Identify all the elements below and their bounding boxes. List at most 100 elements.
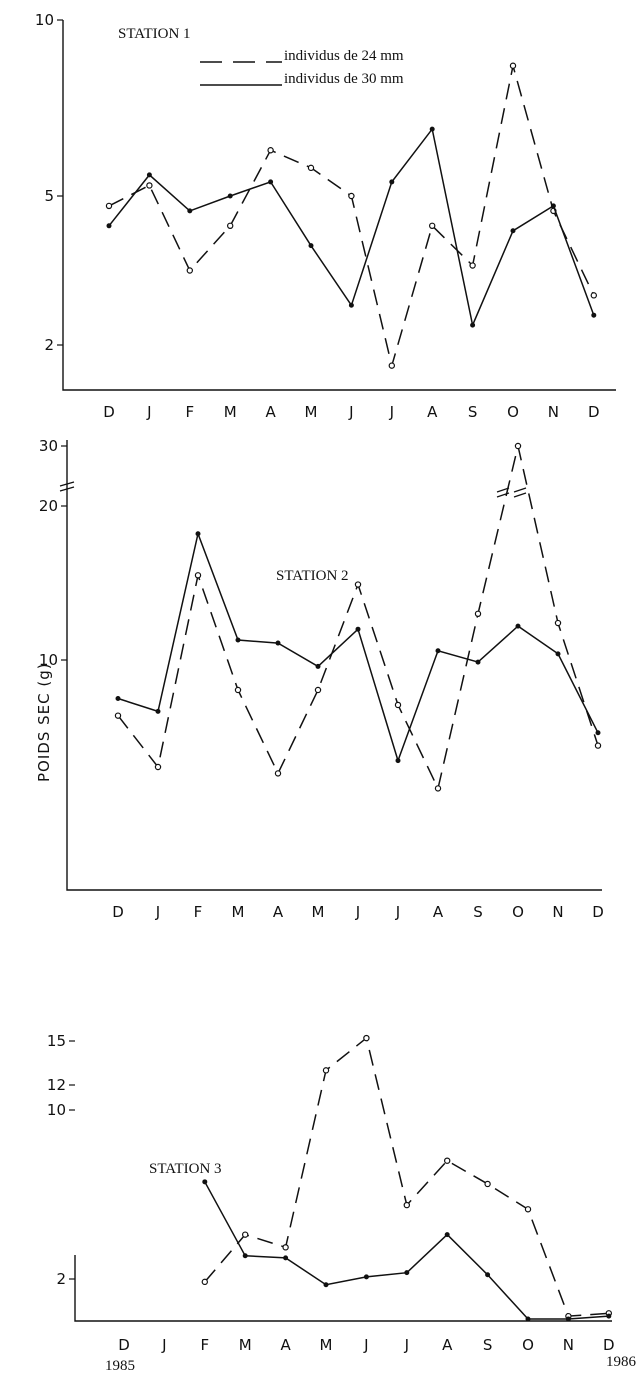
x-tick-label: O <box>507 403 519 421</box>
data-point <box>474 610 482 618</box>
data-point <box>187 208 193 214</box>
data-point <box>404 1270 410 1276</box>
data-point <box>115 696 121 702</box>
data-point <box>106 223 112 229</box>
x-tick-label: D <box>103 403 115 421</box>
axis-break-mark <box>513 492 527 498</box>
data-point <box>515 623 521 629</box>
data-point <box>606 1313 612 1319</box>
y-tick-label: 10 <box>47 1101 66 1119</box>
data-point <box>388 362 395 369</box>
data-point <box>194 572 202 579</box>
data-point <box>235 637 241 643</box>
x-tick-label: M <box>232 903 245 921</box>
data-point <box>155 708 161 714</box>
data-point <box>146 172 152 178</box>
data-point <box>554 619 562 627</box>
axis-break-mark <box>59 486 75 492</box>
data-point <box>389 179 395 185</box>
x-tick-label: M <box>320 1336 333 1354</box>
data-point <box>202 1179 208 1185</box>
data-point <box>355 626 361 632</box>
data-point <box>267 147 274 154</box>
data-point <box>201 1278 208 1286</box>
year-label-start: 1985 <box>105 1358 135 1374</box>
x-tick-label: S <box>468 403 478 421</box>
data-point <box>590 292 598 299</box>
data-point <box>429 126 435 132</box>
data-point <box>444 1232 450 1238</box>
data-point <box>403 1201 410 1209</box>
series-line-24mm <box>117 445 599 791</box>
data-point <box>241 1231 249 1238</box>
axis-break-mark <box>496 487 510 493</box>
x-tick-label: M <box>305 403 318 421</box>
data-point <box>470 322 476 328</box>
data-point <box>363 1274 369 1280</box>
data-point <box>509 62 517 69</box>
axis-break-mark <box>513 487 527 493</box>
x-tick-label: A <box>427 403 438 421</box>
data-point <box>525 1316 531 1322</box>
axis-station-2 <box>66 440 602 891</box>
data-point <box>275 640 281 646</box>
x-tick-label: D <box>112 903 124 921</box>
title-station-3: STATION 3 <box>149 1161 222 1177</box>
x-tick-label: N <box>563 1336 574 1354</box>
data-point <box>485 1272 491 1278</box>
y-tick-label: 2 <box>44 336 54 354</box>
data-point <box>242 1253 248 1259</box>
data-point <box>565 1316 571 1322</box>
axis-break-mark <box>59 481 75 487</box>
data-point <box>394 701 402 709</box>
panel-station-2: STATION 2 POIDS SEC (g) 30 20 10 D J F M A M J J A S… <box>35 437 604 921</box>
x-tick-label: J <box>161 1336 166 1354</box>
data-point <box>475 659 481 665</box>
data-point <box>234 686 242 694</box>
x-tick-label: D <box>603 1336 615 1354</box>
series-line-30mm <box>108 127 595 328</box>
x-tick-label: J <box>389 403 394 421</box>
x-tick-label: F <box>194 903 203 921</box>
y-tick-label: 5 <box>44 187 54 205</box>
axis-station-3 <box>74 1255 612 1322</box>
x-tick-label: J <box>146 403 151 421</box>
data-point <box>594 742 602 749</box>
data-point <box>323 1282 329 1288</box>
y-tick-label: 2 <box>56 1270 66 1288</box>
x-tick-label: M <box>239 1336 252 1354</box>
data-point <box>434 785 442 792</box>
panel-station-3: STATION 3 15 12 10 2 D J F M A M J J A S O N D 1985 1986 <box>47 1032 637 1374</box>
data-point <box>114 712 122 719</box>
data-point <box>363 1034 370 1042</box>
y-axis-label: POIDS SEC (g) <box>35 662 53 782</box>
data-point <box>307 164 315 172</box>
data-point <box>555 651 561 657</box>
x-tick-label: J <box>363 1336 368 1354</box>
y-tick-label: 30 <box>39 437 58 455</box>
x-tick-label: A <box>273 903 284 921</box>
x-tick-label: A <box>280 1336 291 1354</box>
y-tick-label: 12 <box>47 1076 66 1094</box>
x-tick-label: N <box>552 903 563 921</box>
data-point <box>395 758 401 764</box>
x-tick-label: O <box>512 903 524 921</box>
data-point <box>514 442 522 450</box>
data-point <box>226 222 234 229</box>
x-tick-label: M <box>312 903 325 921</box>
x-tick-label: F <box>185 403 194 421</box>
title-station-1: STATION 1 <box>118 26 191 42</box>
x-tick-label: J <box>355 903 360 921</box>
axis-station-1 <box>62 20 616 391</box>
data-point <box>348 192 355 200</box>
data-point <box>322 1067 330 1074</box>
data-point <box>348 302 354 308</box>
x-tick-label: J <box>348 403 353 421</box>
x-tick-label: J <box>395 903 400 921</box>
data-point <box>195 531 201 537</box>
legend: individus de 24 mm individus de 30 mm <box>200 48 404 87</box>
x-tick-label: D <box>588 403 600 421</box>
x-tick-label: O <box>522 1336 534 1354</box>
panel-station-1: STATION 1 individus de 24 mm individus d… <box>35 11 616 421</box>
